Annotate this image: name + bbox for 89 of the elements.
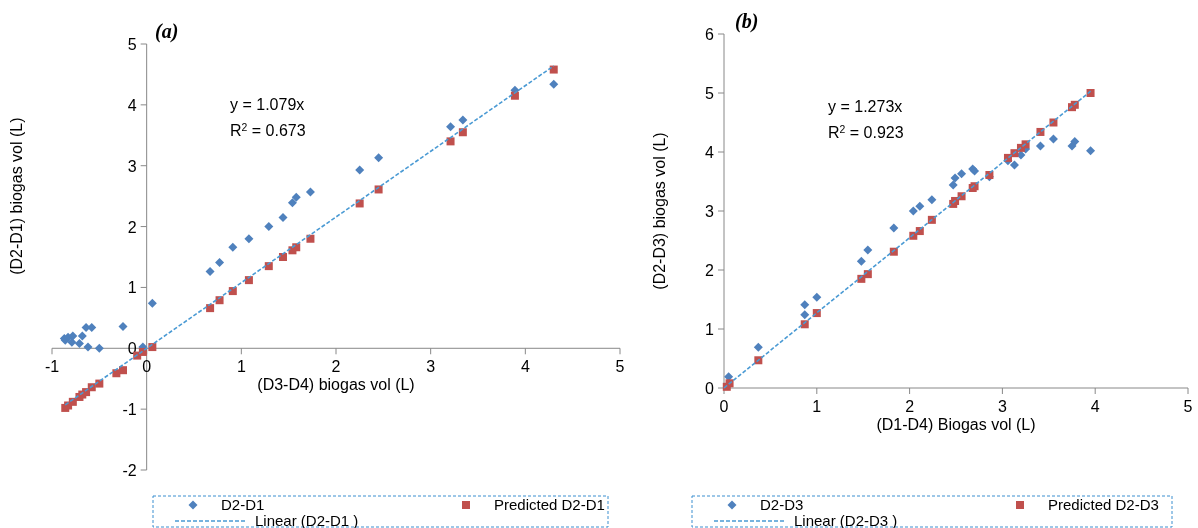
chart-title: (a) bbox=[155, 20, 179, 43]
point bbox=[856, 256, 866, 266]
point bbox=[915, 201, 925, 211]
point bbox=[94, 343, 104, 353]
point bbox=[549, 65, 558, 74]
y-tick-label: 2 bbox=[127, 218, 137, 236]
point bbox=[77, 331, 87, 341]
x-tick-label: 3 bbox=[426, 358, 436, 376]
point bbox=[800, 310, 810, 320]
x-tick-label: 0 bbox=[719, 398, 729, 415]
point bbox=[800, 300, 810, 310]
x-tick-label: 2 bbox=[905, 398, 915, 415]
y-tick-label: 0 bbox=[705, 380, 715, 397]
point bbox=[291, 192, 301, 202]
x-tick-label: 3 bbox=[997, 398, 1007, 415]
x-tick-label: 1 bbox=[236, 358, 246, 376]
point bbox=[206, 304, 215, 313]
point bbox=[215, 296, 224, 305]
point bbox=[118, 321, 128, 331]
y-axis-title: (D2-D1) biogas vol (L) bbox=[8, 117, 25, 275]
point bbox=[1086, 89, 1095, 97]
y-tick-label: 5 bbox=[705, 85, 715, 102]
point bbox=[278, 212, 288, 222]
x-tick-label: 4 bbox=[520, 358, 530, 376]
legend-label: D2-D1 bbox=[221, 496, 265, 513]
point bbox=[305, 187, 315, 197]
point bbox=[446, 122, 456, 132]
point bbox=[147, 298, 157, 308]
point bbox=[863, 245, 873, 255]
point bbox=[812, 292, 822, 302]
point bbox=[205, 267, 215, 277]
annotation: y = 1.079x bbox=[230, 96, 305, 113]
x-axis-title: (D3-D4) biogas vol (L) bbox=[257, 376, 415, 394]
point bbox=[510, 91, 519, 100]
x-tick-label: -1 bbox=[44, 358, 60, 376]
point bbox=[1009, 160, 1019, 170]
point bbox=[215, 257, 225, 267]
point bbox=[1070, 136, 1080, 146]
point bbox=[927, 195, 937, 205]
chart-title: (b) bbox=[735, 10, 759, 33]
point bbox=[549, 79, 559, 89]
point bbox=[446, 137, 455, 146]
legend-label: Predicted D2-D1 bbox=[494, 496, 605, 513]
point bbox=[287, 198, 297, 208]
point bbox=[68, 331, 78, 341]
y-tick-label: 3 bbox=[127, 157, 137, 175]
x-tick-label: 5 bbox=[615, 358, 625, 376]
point bbox=[74, 338, 84, 348]
point bbox=[908, 206, 918, 216]
legend-label: Predicted D2-D3 bbox=[1048, 496, 1159, 513]
y-tick-label: 2 bbox=[705, 262, 715, 279]
legend-label: D2-D3 bbox=[760, 496, 804, 513]
point bbox=[1086, 146, 1096, 156]
y-tick-label: 6 bbox=[705, 26, 715, 43]
y-tick-label: 0 bbox=[127, 340, 137, 358]
point bbox=[228, 242, 238, 252]
y-axis-title: (D2-D3) biogas vol (L) bbox=[651, 132, 668, 290]
y-tick-label: 5 bbox=[127, 36, 137, 53]
y-tick-label: -2 bbox=[122, 462, 137, 479]
point bbox=[950, 173, 960, 183]
point bbox=[306, 234, 315, 243]
annotation: y = 1.273x bbox=[828, 98, 903, 115]
point bbox=[278, 253, 287, 261]
point bbox=[1048, 134, 1058, 144]
point bbox=[1035, 141, 1045, 151]
point bbox=[948, 180, 958, 190]
annotation: R$^{2}$ = 0.673 bbox=[230, 121, 306, 139]
y-tick-label: 1 bbox=[127, 279, 137, 297]
y-tick-label: 4 bbox=[127, 96, 137, 114]
point bbox=[83, 342, 93, 352]
point bbox=[458, 115, 468, 125]
point bbox=[753, 342, 763, 352]
y-tick-label: 4 bbox=[705, 144, 715, 161]
point bbox=[264, 222, 274, 232]
y-tick-label: 3 bbox=[705, 203, 715, 220]
point bbox=[957, 169, 967, 179]
point bbox=[889, 223, 899, 233]
annotation: R$^{2}$ = 0.923 bbox=[828, 123, 904, 141]
x-tick-label: 4 bbox=[1090, 398, 1100, 415]
point bbox=[374, 153, 384, 163]
point bbox=[355, 165, 365, 175]
y-tick-label: 1 bbox=[705, 321, 715, 338]
x-tick-label: 5 bbox=[1183, 398, 1193, 415]
point bbox=[119, 366, 127, 375]
x-axis-title: (D1-D4) Biogas vol (L) bbox=[876, 416, 1036, 433]
x-tick-label: 0 bbox=[142, 358, 152, 376]
point bbox=[244, 234, 254, 244]
x-tick-label: 1 bbox=[812, 398, 822, 415]
x-tick-label: 2 bbox=[331, 358, 341, 376]
